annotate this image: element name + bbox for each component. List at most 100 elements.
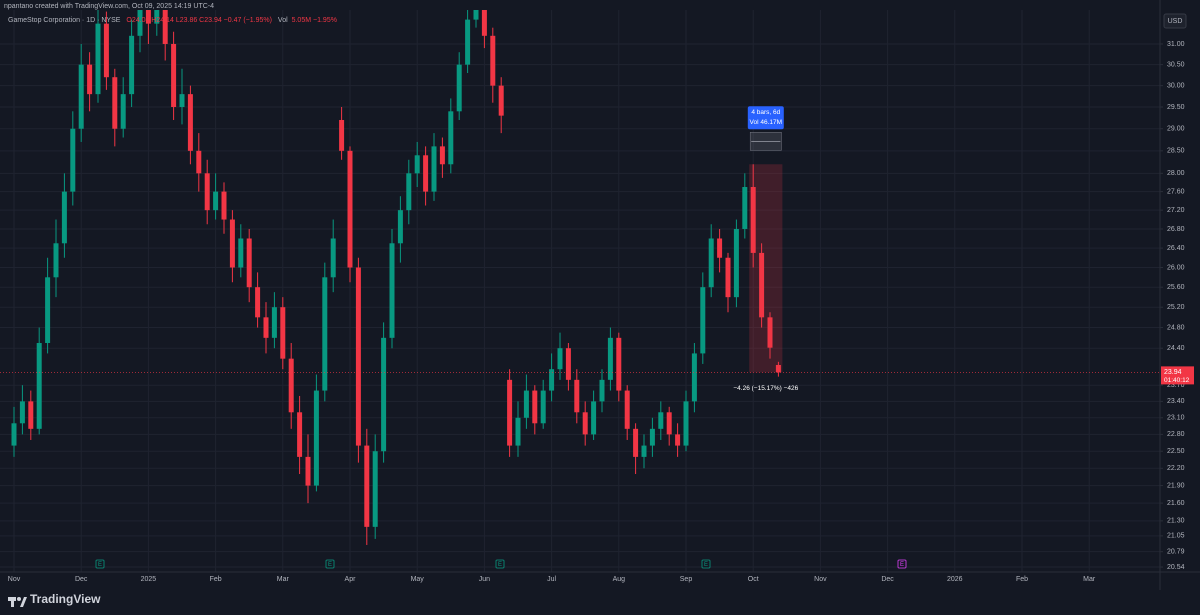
candle-body [339,119,345,151]
candle-body [305,456,311,486]
x-tick-label: Mar [277,576,290,583]
candle-body [238,238,244,268]
y-tick-label: 26.00 [1167,264,1185,271]
candle-body [708,238,714,288]
candle-body [53,243,59,278]
candle-body [11,423,17,446]
plot-area [0,10,1160,545]
candle-body [19,401,25,424]
earnings-label: E [498,562,502,568]
candle-body [70,128,76,192]
candle-body [221,191,227,220]
y-tick-label: 26.80 [1167,226,1185,233]
candle-body [103,23,109,78]
candle-body [465,19,471,65]
candle-body [725,257,731,298]
x-tick-label: Feb [210,576,222,583]
measure-bars: 4 bars, 6d [751,109,780,116]
candle-body [742,187,748,229]
candle-body [381,337,387,452]
candle-body [431,146,437,192]
x-tick-label: Oct [748,576,759,583]
candle-body [406,173,412,211]
footer [0,590,1200,615]
candle-body [87,64,93,95]
candle-body [607,337,613,380]
candle-body [523,390,529,418]
x-tick-label: Feb [1016,576,1028,583]
candle-body [574,379,580,413]
candle-body [246,238,252,288]
candle-body [759,252,765,318]
candle-body [599,379,605,402]
candle-body [187,94,193,151]
currency-button[interactable] [1163,13,1187,29]
candle-body [45,277,51,344]
candle-body [36,343,42,429]
y-tick-label: 26.40 [1167,245,1185,252]
y-tick-label: 30.50 [1167,61,1185,68]
candle-body [675,434,681,446]
earnings-label: E [98,562,102,568]
candle-body [750,187,756,253]
candle-body [549,369,555,391]
candle-body [767,317,773,348]
measure-volume: Vol 46.17M [750,119,783,126]
candle-body [481,10,487,36]
candle-body [112,77,118,129]
earnings-label: E [704,562,708,568]
candle-body [717,238,723,258]
candle-body [649,428,655,446]
candle-body [297,412,303,457]
candle-body [515,417,521,446]
candle-body [355,267,361,446]
y-tick-label: 28.00 [1167,170,1185,177]
y-tick-label: 23.10 [1167,415,1185,422]
x-tick-label: Nov [814,576,827,583]
credit-line: npantano created with TradingView.com, O… [4,3,214,10]
candle-body [288,358,294,413]
legend-volume-label: Vol [278,17,288,24]
measure-range [749,164,783,373]
candle-body [565,348,571,380]
grid [0,10,1160,572]
brand-name: TradingView [30,592,101,606]
x-tick-label: Jun [479,576,490,583]
candle-body [129,35,135,95]
earnings-marker [701,559,711,569]
y-tick-label: 22.80 [1167,431,1185,438]
candle-body [137,10,143,36]
candle-body [255,287,261,318]
y-tick-label: 31.00 [1167,41,1185,48]
candle-body [179,94,185,108]
candle-body [280,307,286,359]
earnings-label: E [900,562,904,568]
candle-body [229,219,235,268]
x-tick-label: 2025 [141,576,157,583]
candle-body [700,287,706,354]
currency-label[interactable]: USD [1168,18,1183,25]
measure-label-box [747,106,784,130]
price-tag-box [1161,366,1194,385]
x-tick-label: Nov [8,576,21,583]
candle-body [557,348,563,370]
candle-body [490,35,496,86]
price-tag-countdown: 01:40:12 [1164,377,1190,384]
earnings-label: E [328,562,332,568]
candle-body [414,155,420,174]
candle-body [691,353,697,402]
y-tick-label: 23.40 [1167,398,1185,405]
candle-body [498,85,504,116]
candle-body [532,390,538,424]
candle-body [322,277,328,391]
y-tick-label: 22.20 [1167,465,1185,472]
candle-body [616,337,622,391]
brand-logo [8,597,27,607]
y-tick-label: 21.60 [1167,500,1185,507]
candle-body [263,317,269,338]
y-tick-label: 20.79 [1167,549,1185,556]
earnings-marker [325,559,335,569]
candle-body [171,43,177,108]
candle-body [196,150,202,174]
